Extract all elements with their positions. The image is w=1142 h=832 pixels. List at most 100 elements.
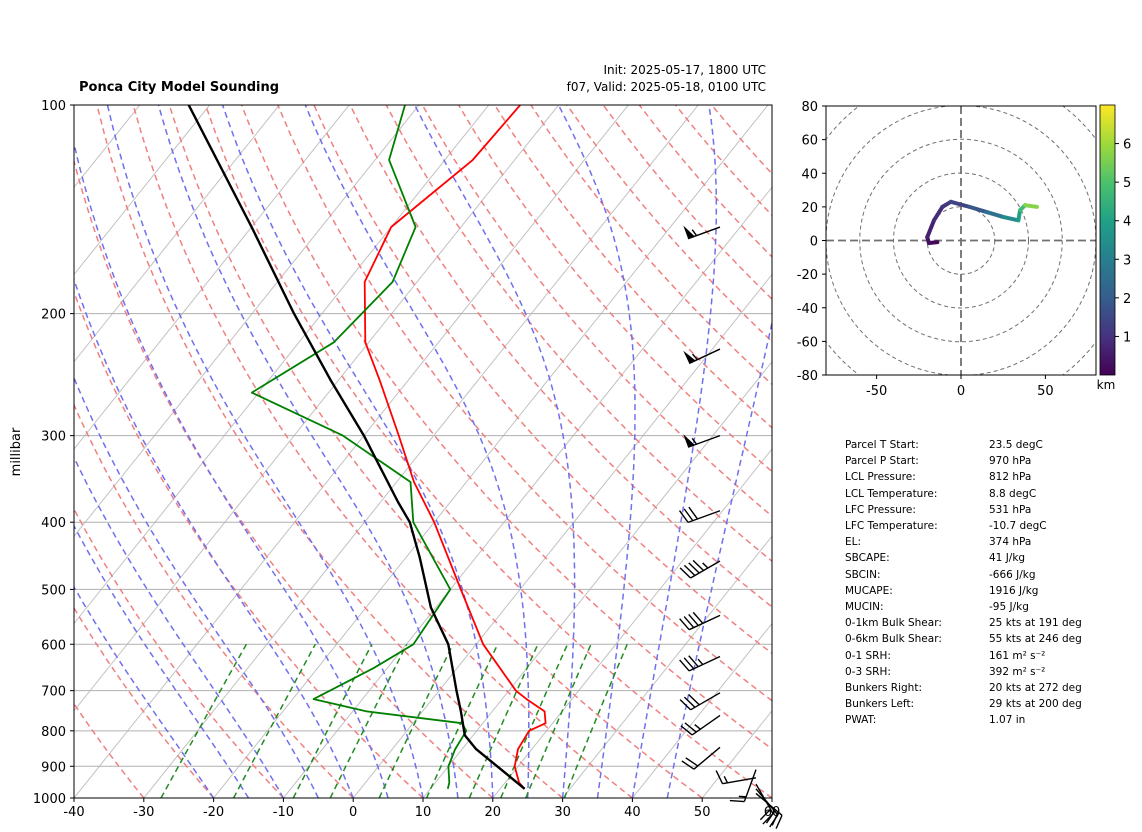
dry-adiabat-line	[168, 105, 703, 798]
isotherm-line	[74, 105, 490, 625]
mixing-ratio-line	[232, 643, 316, 798]
colorbar-ticks: 1 2 3 4 5 6	[1115, 138, 1131, 345]
barb-full	[679, 567, 692, 579]
isotherm-line	[632, 622, 772, 798]
hodograph-ring	[859, 138, 1063, 343]
moist-adiabat-line	[74, 455, 285, 798]
dry-adiabat-line	[494, 105, 772, 429]
parameter-row: MUCAPE: 1916 J/kg	[845, 583, 1082, 599]
parameter-label: LFC Temperature:	[845, 520, 938, 533]
x-tick-label: 0	[349, 805, 357, 820]
barb-half	[694, 724, 701, 730]
hodo-y-tick-label: -40	[797, 302, 818, 317]
parameter-label: SBCIN:	[845, 568, 881, 581]
parameter-value: -95 J/kg	[989, 601, 1029, 614]
barb-half	[723, 775, 729, 784]
dewpoint-profile	[250, 105, 468, 790]
hodograph-rings	[826, 106, 1096, 375]
parameter-value: 161 m² s⁻²	[989, 649, 1046, 662]
wind-barb	[755, 792, 783, 829]
parameter-value: -10.7 degC	[989, 520, 1047, 533]
barb-full	[683, 616, 695, 629]
moist-adiabat-line	[631, 105, 718, 798]
barb-half	[697, 658, 704, 666]
wind-barb	[715, 770, 757, 785]
parameter-label: 0-1km Bulk Shear:	[845, 617, 942, 630]
parameter-value: 1.07 in	[989, 714, 1026, 727]
dry-adiabat-line	[96, 105, 564, 798]
hodo-y-tick-label: 0	[810, 235, 818, 250]
colorbar-tick-label: 3	[1123, 253, 1131, 268]
dry-adiabat-line	[204, 105, 772, 798]
barb-flag	[683, 350, 696, 364]
colorbar	[1099, 104, 1116, 376]
init-time: Init: 2025-05-17, 1800 UTC	[603, 63, 766, 77]
parameter-label: Bunkers Left:	[845, 698, 915, 711]
y-tick-label: 800	[41, 725, 66, 740]
parameter-label: Parcel T Start:	[845, 439, 919, 451]
barb-full	[688, 694, 700, 706]
parameter-row: SBCAPE: 41 J/kg	[845, 550, 1082, 566]
hodograph-segment	[932, 204, 945, 223]
y-tick-label: 1000	[33, 792, 66, 807]
barb-staff	[743, 769, 757, 802]
moist-adiabat-line	[414, 105, 576, 798]
moist-adiabat-line	[666, 319, 772, 798]
barb-staff	[687, 434, 721, 448]
parameter-row: LCL Temperature: 8.8 degC	[845, 486, 1082, 502]
y-tick-label: 600	[41, 638, 66, 653]
dry-adiabat-line	[385, 105, 772, 563]
valid-time: f07, Valid: 2025-05-18, 0100 UTC	[566, 80, 766, 94]
x-tick-label: 40	[624, 805, 641, 820]
hodo-y-tick-label: -20	[797, 268, 818, 283]
parameter-label: LFC Pressure:	[845, 503, 916, 516]
parameter-value: 374 hPa	[989, 536, 1032, 549]
parameter-row: Bunkers Right: 20 kts at 272 deg	[845, 680, 1082, 696]
valid-time-block: Init: 2025-05-17, 1800 UTC f07, Valid: 2…	[567, 62, 766, 96]
barb-full	[683, 508, 694, 522]
dry-adiabat-line	[74, 702, 145, 798]
barb-full	[775, 815, 783, 829]
colorbar-tick-label: 2	[1123, 292, 1131, 307]
hodograph-segment	[1023, 203, 1039, 209]
barb-full	[681, 760, 695, 770]
isotherm-line	[74, 105, 280, 363]
parameter-row: Parcel T Start: 23.5 degC	[845, 437, 1082, 453]
isotherm-line	[74, 105, 350, 450]
barb-full	[680, 725, 693, 736]
isotherm-line	[562, 535, 772, 798]
hodograph-segment	[948, 199, 972, 209]
y-tick-label: 100	[41, 99, 66, 114]
parameter-value: -666 J/kg	[989, 568, 1036, 581]
x-tick-label: -40	[63, 805, 84, 820]
wind-barb	[680, 714, 721, 736]
x-tick-label: -30	[133, 805, 154, 820]
dry-adiabat-line	[74, 606, 215, 798]
y-tick-label: 300	[41, 430, 66, 445]
skewt-background-lines	[74, 105, 772, 798]
barb-full	[771, 811, 779, 826]
isotherm-line	[74, 105, 420, 538]
hodo-y-tick-label: -60	[797, 335, 818, 350]
barb-flag	[683, 225, 695, 239]
parameter-label: LCL Pressure:	[845, 471, 916, 484]
barb-full	[692, 559, 705, 572]
barb-half	[738, 795, 747, 798]
barb-flag	[683, 434, 695, 448]
wind-barb	[679, 692, 721, 711]
wind-barbs	[678, 225, 783, 829]
dry-adiabat-line	[240, 105, 772, 750]
barb-full	[765, 810, 776, 824]
moist-adiabat-line	[74, 140, 389, 798]
barb-staff	[690, 692, 721, 711]
wind-barb	[679, 655, 721, 672]
moist-adiabat-line	[74, 376, 319, 798]
hodograph-segment	[1001, 214, 1021, 223]
barb-full	[715, 770, 724, 784]
moist-adiabat-line	[157, 105, 459, 798]
parameter-row: LCL Pressure: 812 hPa	[845, 469, 1082, 485]
parameter-value: 8.8 degC	[989, 487, 1037, 500]
parameter-label: Bunkers Right:	[845, 682, 922, 695]
wind-barb	[683, 434, 721, 448]
parameter-value: 812 hPa	[989, 471, 1032, 484]
